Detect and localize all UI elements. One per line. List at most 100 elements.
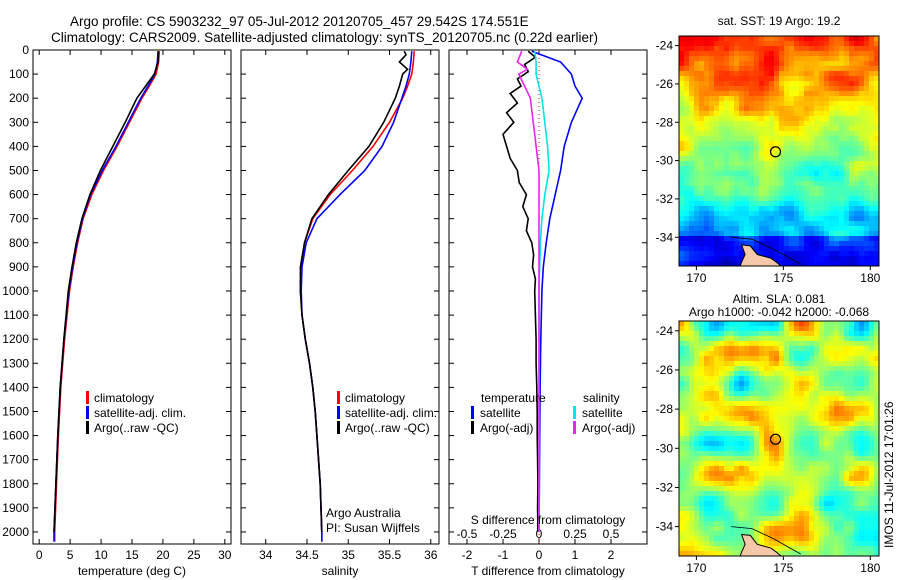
heatmap-cell xyxy=(779,461,785,467)
heatmap-cell xyxy=(844,201,850,207)
heatmap-cell xyxy=(869,71,875,77)
heatmap-cell xyxy=(784,216,790,222)
heatmap-cell xyxy=(694,221,700,227)
heatmap-cell xyxy=(679,211,685,217)
heatmap-cell xyxy=(874,386,879,392)
heatmap-cell xyxy=(819,86,825,92)
heatmap-cell xyxy=(859,91,865,97)
heatmap-cell xyxy=(679,461,685,467)
heatmap-cell xyxy=(854,251,860,257)
heatmap-cell xyxy=(849,61,855,67)
heatmap-cell xyxy=(779,66,785,72)
heatmap-cell xyxy=(694,546,700,552)
heatmap-cell xyxy=(869,456,875,462)
heatmap-cell xyxy=(869,416,875,422)
heatmap-cell xyxy=(869,491,875,497)
heatmap-cell xyxy=(694,536,700,542)
heatmap-cell xyxy=(754,176,760,182)
heatmap-cell xyxy=(834,146,840,152)
heatmap-cell xyxy=(729,146,735,152)
heatmap-cell xyxy=(679,331,685,337)
heatmap-cell xyxy=(744,506,750,512)
heatmap-cell xyxy=(794,61,800,67)
heatmap-cell xyxy=(699,106,705,112)
heatmap-cell xyxy=(729,116,735,122)
heatmap-cell xyxy=(729,126,735,132)
heatmap-cell xyxy=(819,231,825,237)
heatmap-cell xyxy=(769,456,775,462)
heatmap-cell xyxy=(709,171,715,177)
heatmap-cell xyxy=(684,151,690,157)
heatmap-cell xyxy=(814,376,820,382)
heatmap-cell xyxy=(734,171,740,177)
heatmap-cell xyxy=(784,461,790,467)
heatmap-cell xyxy=(799,371,805,377)
heatmap-cell xyxy=(839,86,845,92)
heatmap-cell xyxy=(694,521,700,527)
heatmap-cell xyxy=(869,346,875,352)
heatmap-cell xyxy=(794,46,800,52)
heatmap-cell xyxy=(774,531,780,537)
heatmap-cell xyxy=(839,326,845,332)
heatmap-cell xyxy=(739,176,745,182)
heatmap-cell xyxy=(854,461,860,467)
heatmap-cell xyxy=(709,496,715,502)
heatmap-cell xyxy=(719,386,725,392)
heatmap-cell xyxy=(729,506,735,512)
heatmap-cell xyxy=(704,456,710,462)
heatmap-cell xyxy=(809,116,815,122)
heatmap-cell xyxy=(684,546,690,552)
heatmap-cell xyxy=(804,336,810,342)
heatmap-cell xyxy=(744,206,750,212)
heatmap-cell xyxy=(824,131,830,137)
heatmap-cell xyxy=(814,336,820,342)
heatmap-cell xyxy=(729,101,735,107)
heatmap-cell xyxy=(759,46,765,52)
heatmap-cell xyxy=(704,76,710,82)
heatmap-cell xyxy=(849,216,855,222)
heatmap-cell xyxy=(809,196,815,202)
heatmap-cell xyxy=(744,131,750,137)
heatmap-cell xyxy=(684,361,690,367)
heatmap-cell xyxy=(704,411,710,417)
heatmap-cell xyxy=(704,61,710,67)
heatmap-cell xyxy=(759,166,765,172)
heatmap-cell xyxy=(794,201,800,207)
heatmap-cell xyxy=(874,56,879,62)
heatmap-cell xyxy=(814,116,820,122)
heatmap-cell xyxy=(734,211,740,217)
heatmap-cell xyxy=(679,406,685,412)
heatmap-cell xyxy=(699,551,705,556)
heatmap-cell xyxy=(809,251,815,257)
heatmap-cell xyxy=(719,551,725,556)
heatmap-cell xyxy=(859,146,865,152)
heatmap-cell xyxy=(869,246,875,252)
heatmap-cell xyxy=(829,366,835,372)
heatmap-cell xyxy=(689,211,695,217)
heatmap-cell xyxy=(729,416,735,422)
heatmap-cell xyxy=(794,351,800,357)
heatmap-cell xyxy=(714,131,720,137)
heatmap-cell xyxy=(824,356,830,362)
heatmap-cell xyxy=(849,416,855,422)
heatmap-cell xyxy=(774,186,780,192)
heatmap-cell xyxy=(729,531,735,537)
heatmap-cell xyxy=(689,386,695,392)
heatmap-cell xyxy=(854,41,860,47)
heatmap-cell xyxy=(679,181,685,187)
heatmap-cell xyxy=(784,401,790,407)
heatmap-cell xyxy=(859,136,865,142)
heatmap-cell xyxy=(764,331,770,337)
heatmap-cell xyxy=(729,201,735,207)
heatmap-cell xyxy=(679,41,685,47)
heatmap-cell xyxy=(704,446,710,452)
heatmap-cell xyxy=(809,456,815,462)
heatmap-cell xyxy=(774,491,780,497)
heatmap-cell xyxy=(814,346,820,352)
heatmap-cell xyxy=(709,116,715,122)
heatmap-cell xyxy=(684,256,690,262)
heatmap-cell xyxy=(844,516,850,522)
heatmap-cell xyxy=(754,461,760,467)
heatmap-cell xyxy=(864,381,870,387)
heatmap-cell xyxy=(759,356,765,362)
